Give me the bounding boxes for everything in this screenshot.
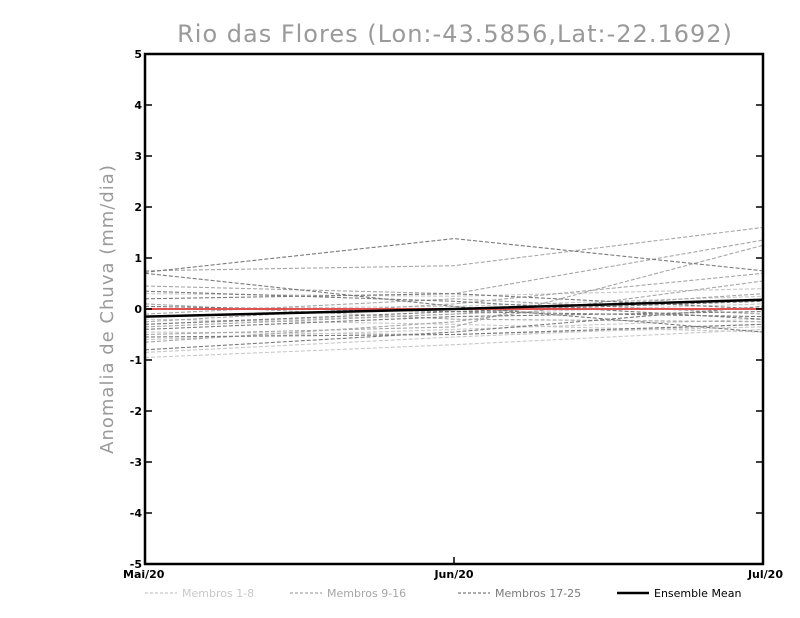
y-tick-label: -3 bbox=[130, 456, 142, 469]
series-line-m19 bbox=[144, 290, 764, 320]
legend: Membros 1-8 Membros 9-16 Membros 17-25 Ense… bbox=[145, 587, 741, 600]
legend-label: Ensemble Mean bbox=[654, 587, 741, 600]
legend-label: Membros 9-16 bbox=[327, 587, 406, 600]
series-line-m23 bbox=[144, 293, 764, 310]
mean-layer bbox=[144, 298, 764, 318]
chart-title: Rio das Flores (Lon:-43.5856,Lat:-22.169… bbox=[177, 20, 733, 48]
series-line-m17 bbox=[144, 238, 764, 273]
series-line-m15 bbox=[144, 293, 764, 328]
y-tick-label: 2 bbox=[134, 201, 142, 214]
series-line-m6 bbox=[144, 288, 764, 297]
series-line-m10 bbox=[144, 239, 764, 295]
ensemble-mean-line bbox=[144, 298, 764, 318]
series-line-m12 bbox=[144, 244, 764, 336]
series-line-m20 bbox=[144, 305, 764, 351]
series-line-m7 bbox=[144, 318, 764, 333]
series-line-m21 bbox=[144, 311, 764, 330]
series-line-m13 bbox=[144, 272, 764, 323]
series-line-m24 bbox=[144, 323, 764, 338]
series-layer bbox=[144, 226, 764, 359]
x-tick-label: Mai/20 bbox=[123, 568, 165, 581]
y-tick-label: -1 bbox=[130, 354, 142, 367]
series-line-m2 bbox=[144, 323, 764, 353]
x-axis-ticks: Mai/20 Jun/20 Jul/20 bbox=[123, 557, 783, 581]
series-line-m11 bbox=[144, 280, 764, 343]
y-axis-ticks: -5 -4 -3 -2 -1 0 1 2 3 4 5 bbox=[130, 48, 763, 571]
y-tick-label: -5 bbox=[130, 558, 142, 571]
y-tick-label: -4 bbox=[130, 507, 143, 520]
legend-label: Membros 1-8 bbox=[182, 587, 254, 600]
y-tick-label: 3 bbox=[134, 150, 142, 163]
y-tick-label: 5 bbox=[134, 48, 142, 61]
series-line-m1 bbox=[144, 328, 764, 359]
x-tick-label: Jul/20 bbox=[747, 568, 783, 581]
y-axis-label: Anomalia de Chuva (mm/dia) bbox=[97, 164, 118, 454]
y-tick-label: 4 bbox=[134, 99, 142, 112]
legend-label: Membros 17-25 bbox=[495, 587, 581, 600]
y-tick-label: 1 bbox=[134, 252, 142, 265]
series-line-m18 bbox=[144, 272, 764, 333]
y-tick-label: 0 bbox=[134, 303, 142, 316]
series-line-m9 bbox=[144, 226, 764, 272]
x-tick-label: Jun/20 bbox=[433, 568, 473, 581]
y-tick-label: -2 bbox=[130, 405, 142, 418]
